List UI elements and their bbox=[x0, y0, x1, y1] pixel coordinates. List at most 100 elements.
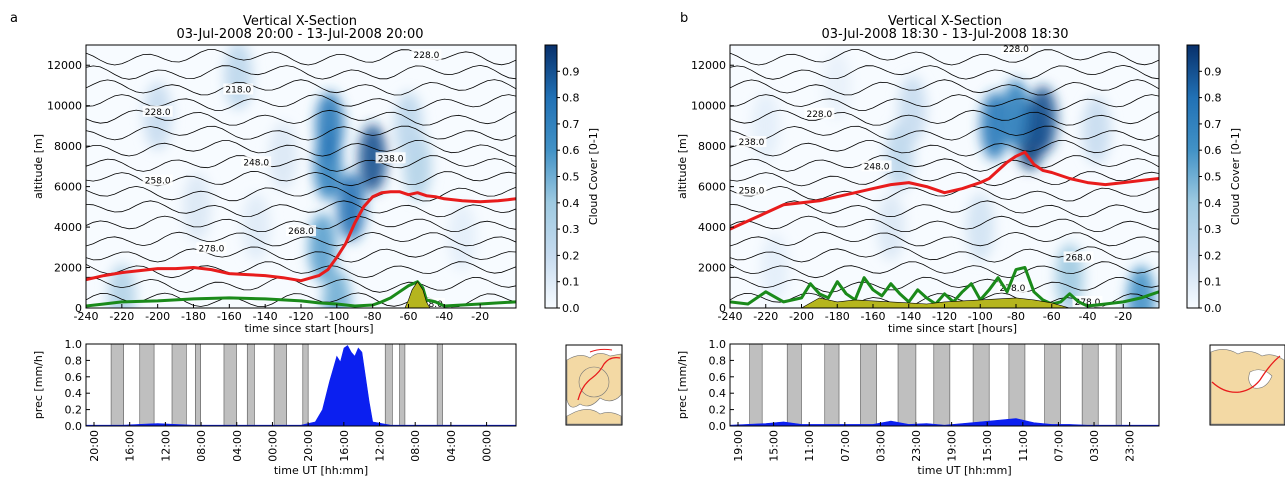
map-land bbox=[1210, 349, 1285, 425]
red-line bbox=[86, 190, 516, 283]
y-tick-label: 1.0 bbox=[65, 338, 83, 351]
colorbar-tick-label: 0.4 bbox=[1204, 197, 1222, 210]
x-tick-label: 07:00 bbox=[1052, 430, 1065, 462]
x-tick-label: -100 bbox=[968, 310, 993, 323]
y-tick-label: 2000 bbox=[54, 262, 82, 275]
isotherm-line bbox=[730, 125, 1159, 141]
cloud-core bbox=[448, 203, 477, 272]
contour-label: 248.0 bbox=[864, 162, 890, 172]
isotherm-line bbox=[86, 261, 516, 279]
x-tick-label: -80 bbox=[1007, 310, 1025, 323]
isotherm-line bbox=[86, 231, 516, 247]
chart-title: Vertical X-Section bbox=[888, 14, 1002, 29]
night-band bbox=[824, 343, 840, 427]
isotherm-line bbox=[730, 231, 1159, 247]
colorbar-tick-label: 0.1 bbox=[562, 276, 580, 289]
isotherm-line bbox=[730, 49, 1159, 66]
contour-label-bg bbox=[142, 174, 173, 186]
x-tick-label: 20:00 bbox=[302, 430, 315, 462]
x-tick-label: 23:00 bbox=[1124, 430, 1137, 462]
colorbar-tick-label: 0.7 bbox=[1204, 118, 1222, 131]
y-tick-label: 8000 bbox=[54, 140, 82, 153]
isotherm-line bbox=[730, 64, 1159, 80]
plot-area: 228.0 228.0 238.0 248.0 258.0 268.0 278.0 278.0 bbox=[730, 45, 1159, 308]
isotherm-line bbox=[730, 171, 1159, 187]
contour-label: 238.0 bbox=[378, 154, 404, 164]
night-band bbox=[972, 343, 990, 427]
colorbar-tick-label: 0.6 bbox=[562, 144, 580, 157]
cloud-core bbox=[1028, 85, 1057, 154]
isotherm-line bbox=[730, 109, 1159, 126]
xsection-plot: 218.0 228.0 228.0 248.0 238.0 258.0 268.0 278.0… bbox=[32, 44, 517, 335]
y-tick-label: 0.2 bbox=[65, 404, 83, 417]
cloud-core bbox=[1127, 265, 1156, 308]
contour-label-bg bbox=[861, 160, 892, 172]
y-tick-label: 10000 bbox=[691, 100, 726, 113]
y-tick-label: 0.6 bbox=[65, 371, 83, 384]
x-tick-label: 23:00 bbox=[910, 430, 923, 462]
colorbar-gradient bbox=[544, 44, 558, 309]
contour-label: 228.0 bbox=[414, 51, 440, 61]
contour-label: 228.0 bbox=[1003, 45, 1029, 55]
contour-label-bg bbox=[375, 152, 406, 164]
x-tick-label: -220 bbox=[753, 310, 778, 323]
isotherm-line bbox=[730, 261, 1159, 279]
contour-label: 278.0 bbox=[1075, 298, 1101, 308]
isotherm-line bbox=[86, 64, 516, 80]
night-band bbox=[223, 343, 237, 427]
x-tick-label: -100 bbox=[324, 310, 349, 323]
isotherm-line bbox=[86, 79, 516, 96]
cloud-core bbox=[1002, 79, 1030, 148]
x-tick-label: -60 bbox=[1043, 310, 1061, 323]
y-tick-label: 0.6 bbox=[709, 371, 727, 384]
contour-label-bg bbox=[736, 184, 767, 196]
y-tick-label: 4000 bbox=[698, 221, 726, 234]
colorbar-tick-label: 0.0 bbox=[1204, 302, 1222, 315]
y-tick-label: 0.2 bbox=[709, 404, 727, 417]
x-tick-label: -180 bbox=[825, 310, 850, 323]
green-line bbox=[730, 266, 1159, 308]
y-tick-label: 0 bbox=[75, 302, 82, 315]
night-band bbox=[897, 343, 917, 427]
y-axis-label: prec [mm/h] bbox=[676, 351, 689, 419]
x-tick-label: 00:00 bbox=[481, 430, 494, 462]
cloud-core bbox=[966, 193, 995, 262]
panel-letter: a bbox=[10, 11, 18, 26]
x-tick-label: -40 bbox=[435, 310, 453, 323]
x-tick-label: 19:00 bbox=[732, 430, 745, 462]
colorbar-tick-label: 0.8 bbox=[1204, 92, 1222, 105]
y-tick-label: 0.4 bbox=[709, 387, 727, 400]
night-band bbox=[933, 343, 951, 427]
isotherm-line bbox=[86, 185, 516, 202]
night-band bbox=[1008, 343, 1026, 427]
cloud-core bbox=[242, 193, 271, 262]
night-band bbox=[1044, 343, 1061, 427]
colorbar-tick-label: 0.5 bbox=[562, 171, 580, 184]
isotherm-line bbox=[730, 215, 1159, 233]
y-axis-label: prec [mm/h] bbox=[32, 351, 45, 419]
y-tick-label: 0.4 bbox=[65, 387, 83, 400]
contour-label: 258.0 bbox=[739, 187, 765, 197]
contour-label: 248.0 bbox=[243, 158, 269, 168]
colorbar-tick-label: 0.3 bbox=[562, 223, 580, 236]
x-tick-label: -200 bbox=[145, 310, 170, 323]
colorbar: 0.0 0.1 0.2 0.3 0.4 0.5 0.6 0.7 0.8 0.9 Cloud Cove… bbox=[1186, 44, 1242, 315]
map-land bbox=[566, 353, 622, 408]
x-tick-label: -240 bbox=[718, 310, 743, 323]
chart-title: Vertical X-Section bbox=[243, 14, 357, 29]
colorbar-tick-label: 0.8 bbox=[562, 92, 580, 105]
night-band bbox=[302, 343, 309, 427]
x-tick-label: -60 bbox=[400, 310, 418, 323]
x-tick-label: 07:00 bbox=[839, 430, 852, 462]
night-band bbox=[786, 343, 802, 427]
contour-label: 218.0 bbox=[225, 86, 251, 96]
cloud-core bbox=[315, 91, 344, 160]
x-axis-label: time since start [hours] bbox=[244, 322, 373, 335]
red-line bbox=[730, 150, 1159, 231]
colorbar-tick-label: 0.2 bbox=[562, 249, 580, 262]
contour-label: 228.0 bbox=[806, 110, 832, 120]
x-tick-label: 03:00 bbox=[874, 430, 887, 462]
isotherm-line bbox=[86, 171, 516, 187]
contour-label: 268.0 bbox=[288, 227, 314, 237]
night-band bbox=[1081, 343, 1099, 427]
